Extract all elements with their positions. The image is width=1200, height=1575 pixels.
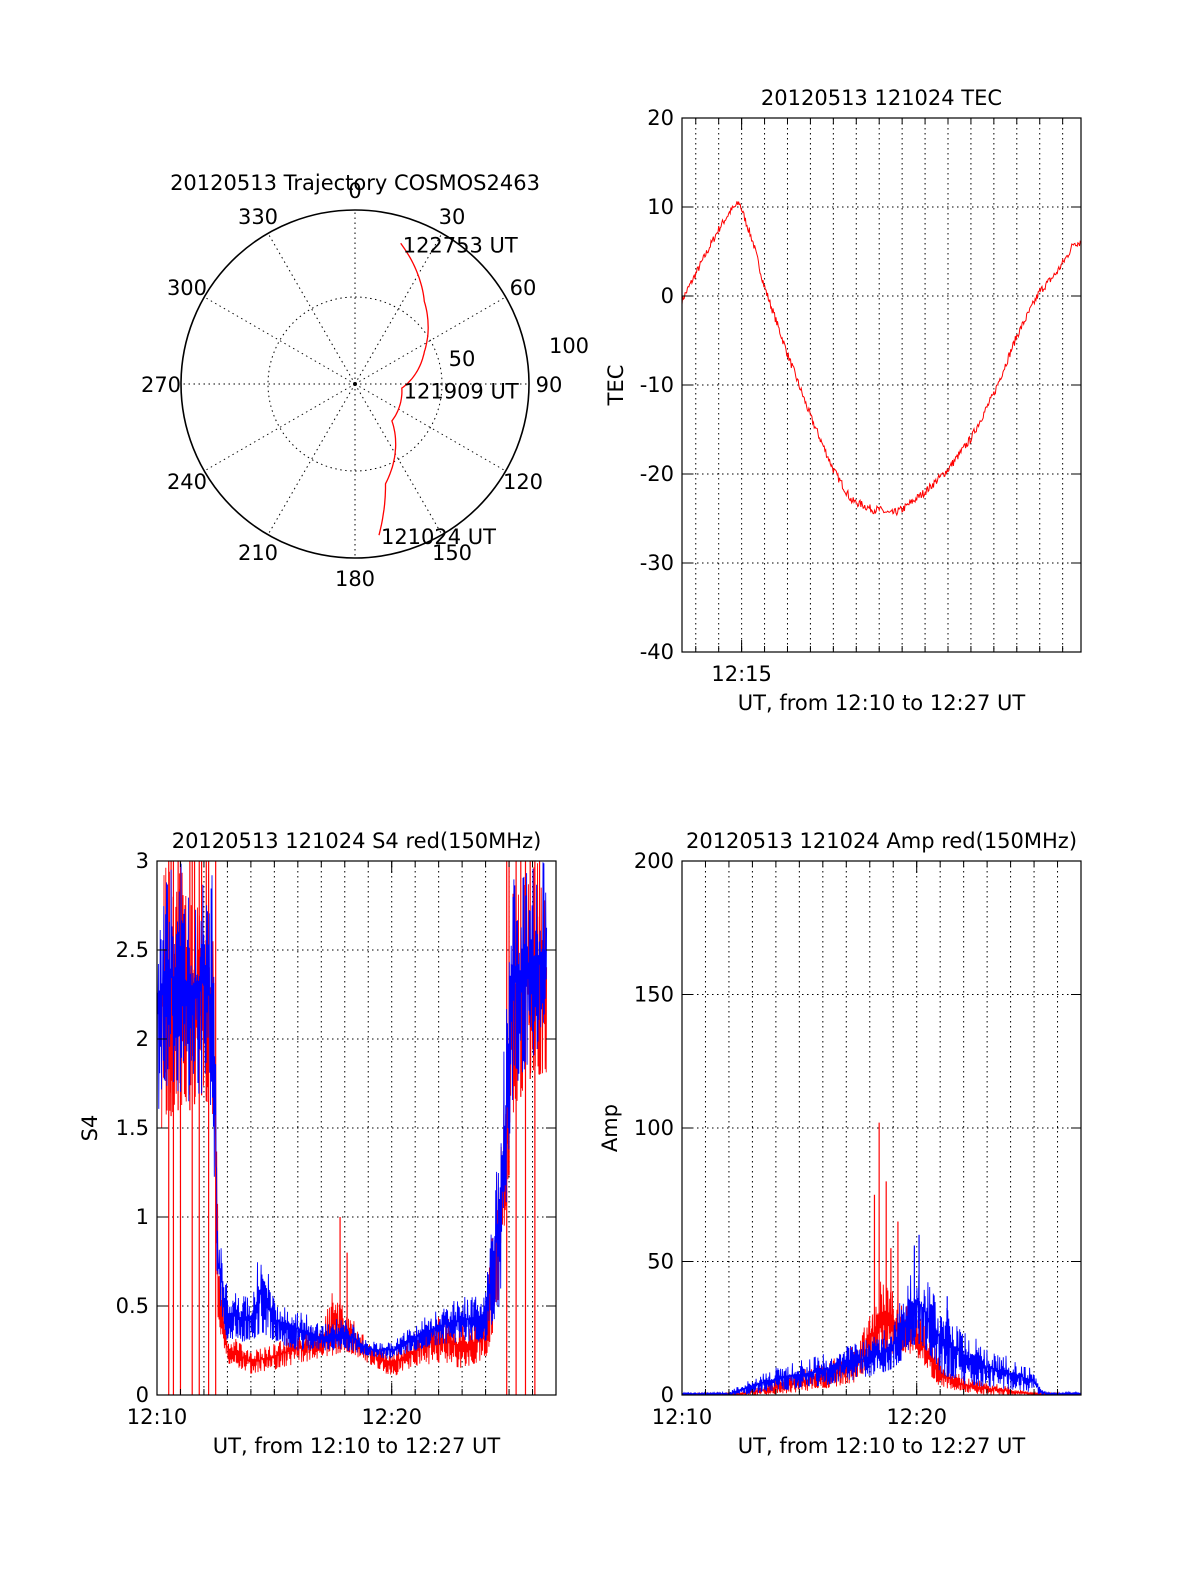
blue-series [157,862,548,1359]
blue-series [682,1234,1081,1395]
x-axis: 12:10 12:20 [652,861,947,1429]
y-tick-label: 0 [661,284,674,308]
angle-label: 60 [510,276,537,300]
angle-label: 240 [167,470,207,494]
polar-spoke [354,383,506,472]
y-axis: 20 10 0 -10 -20 -30 -40 [640,106,1081,664]
y-tick-label: 0 [136,1383,149,1407]
angle-label: 30 [439,205,466,229]
y-tick-label: 0 [661,1383,674,1407]
plot-frame [156,860,557,1396]
s4-panel: 3 2.5 2 1.5 1 0.5 012:10 12:20 20120513 121024 S… [78,829,557,1458]
red-line [682,201,1081,517]
polar-spoke [204,383,356,472]
red-noise-trace [682,1281,1081,1395]
x-axis: 12:15 [711,118,772,686]
x-axis-label: UT, from 12:10 to 12:27 UT [738,1434,1026,1458]
y-tick-label: -40 [640,640,674,664]
y-tick-label: 10 [647,195,674,219]
y-axis-label: Amp [598,1104,622,1152]
radial-label: 100 [549,334,589,358]
y-tick-label: 20 [647,106,674,130]
angle-label: 90 [536,373,563,397]
red-series [682,201,1081,517]
polar-outer-circle [180,209,530,559]
y-tick-label: 1.5 [116,1116,149,1140]
x-gridlines [704,861,1059,1395]
y-tick-label: 200 [634,849,674,873]
trajectory-panel: 0 30 60 90 120 150 180 210 240 270 300 330 50 100 1227… [141,171,589,591]
x-minor-ticks [156,861,557,1395]
y-tick-label: 1 [136,1205,149,1229]
y-tick-label: 2 [136,1027,149,1051]
y-gridlines [682,994,1081,1262]
y-axis: 3 2.5 2 1.5 1 0.5 0 [116,849,556,1407]
angle-label: 180 [335,567,375,591]
polar-spoke [354,233,443,385]
angle-label: 120 [503,470,543,494]
angle-label: 0 [348,179,361,203]
x-tick-label: 12:20 [361,1405,422,1429]
x-axis-label: UT, from 12:10 to 12:27 UT [213,1434,501,1458]
x-axis-label: UT, from 12:10 to 12:27 UT [738,691,1026,715]
y-tick-label: 50 [647,1250,674,1274]
amp-panel: 200 150 100 50 012:10 12:20 20120513 121024 Am… [598,829,1082,1458]
x-tick-label: 12:15 [711,662,772,686]
angle-label: 210 [238,541,278,565]
x-tick-label: 12:20 [886,1405,947,1429]
x-tick-label: 12:10 [652,1405,713,1429]
chart-title: 20120513 121024 S4 red(150MHz) [172,829,542,853]
angle-label: 330 [238,205,278,229]
x-tick-label: 12:10 [127,1405,188,1429]
y-tick-label: 3 [136,849,149,873]
x-axis: 12:10 12:20 [127,861,422,1429]
polar-center [353,382,357,386]
blue-noise-trace [682,1274,1081,1395]
y-tick-label: 150 [634,983,674,1007]
y-axis-label: TEC [604,365,628,407]
y-tick-label: -30 [640,551,674,575]
chart-title: 20120513 Trajectory COSMOS2463 [170,171,540,195]
chart-title: 20120513 121024 TEC [761,86,1002,110]
x-minor-ticks [695,118,1064,652]
blue-noise-trace [157,862,548,1359]
y-axis: 200 150 100 50 0 [634,849,1081,1407]
time-annotation: 121024 UT [381,525,496,549]
angle-label: 300 [167,276,207,300]
radial-label: 50 [449,347,476,371]
time-annotations: 122753 UT 121909 UT 121024 UT [381,233,519,549]
y-tick-label: -20 [640,462,674,486]
tec-panel: 20 10 0 -10 -20 -30 -40 12:15 20120513 121024 TE… [604,86,1082,715]
polar-spoke [267,233,356,385]
y-gridlines [682,206,1081,564]
plot-data [682,1122,1081,1395]
trajectory-track [378,242,429,536]
polar-inner-circle [267,296,443,472]
time-annotation: 122753 UT [403,233,518,257]
y-tick-label: 0.5 [116,1294,149,1318]
plot-data [157,861,548,1395]
polar-spoke [354,383,443,535]
angle-label: 270 [141,373,181,397]
polar-spoke [204,296,356,385]
y-axis-label: S4 [78,1115,102,1142]
radial-labels: 50 100 [449,334,589,371]
plot-data [682,201,1081,517]
chart-title: 20120513 121024 Amp red(150MHz) [686,829,1077,853]
polar-spoke [354,296,506,385]
angle-labels: 0 30 60 90 120 150 180 210 240 270 300 330 [141,179,562,591]
y-tick-label: 2.5 [116,938,149,962]
polar-spoke [267,383,356,535]
polar-spokes [181,210,529,558]
y-tick-label: -10 [640,373,674,397]
y-tick-label: 100 [634,1116,674,1140]
angle-label: 150 [432,541,472,565]
time-annotation: 121909 UT [404,380,519,404]
